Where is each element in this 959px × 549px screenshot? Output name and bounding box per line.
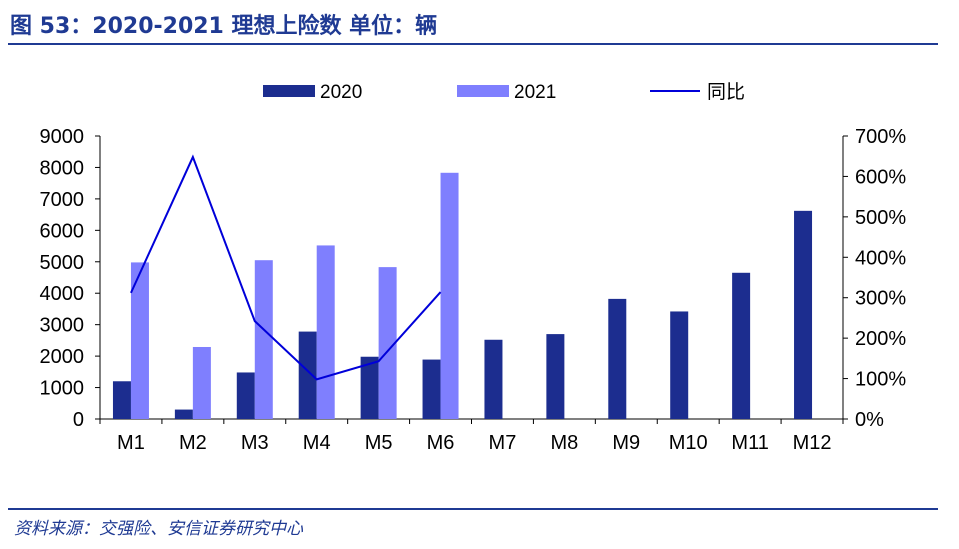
source-note: 资料来源：交强险、安信证券研究中心 [14, 519, 303, 539]
y-right-tick-label: 100% [855, 369, 906, 391]
bar-2020-M2 [174, 409, 193, 419]
x-tick-label: M2 [179, 432, 207, 454]
y-left-tick-label: 2000 [40, 346, 85, 368]
x-tick-label: M10 [669, 432, 708, 454]
x-tick-label: M12 [793, 432, 832, 454]
bar-2020-M10 [670, 311, 689, 419]
title-divider [8, 43, 938, 45]
bar-2021-M3 [254, 260, 273, 419]
x-tick-label: M4 [303, 432, 331, 454]
bar-2020-M1 [112, 381, 131, 419]
x-tick-label: M11 [731, 432, 768, 454]
y-left-tick-label: 8000 [40, 157, 85, 179]
bar-2020-M12 [794, 210, 813, 419]
x-tick-label: M3 [241, 432, 269, 454]
y-left-tick-label: 0 [73, 409, 84, 431]
x-tick-label: M6 [427, 432, 455, 454]
y-left-tick-label: 3000 [40, 315, 85, 337]
y-left-tick-label: 7000 [40, 189, 85, 211]
x-tick-label: M7 [489, 432, 517, 454]
bar-2021-M1 [130, 262, 149, 419]
bar-2020-M4 [298, 331, 317, 419]
footer-divider [8, 508, 938, 510]
y-left-tick-label: 6000 [40, 220, 85, 242]
legend-label-2020: 2020 [320, 82, 362, 103]
y-right-tick-label: 600% [855, 166, 906, 188]
line-同比 [130, 154, 442, 381]
y-left-tick-label: 1000 [40, 378, 85, 400]
bar-2020-M9 [608, 298, 627, 419]
legend-swatch-2021 [457, 85, 509, 97]
y-right-tick-label: 500% [855, 207, 906, 229]
bar-2020-M5 [360, 356, 379, 419]
y-right-tick-label: 700% [855, 126, 906, 148]
y-right-tick-label: 400% [855, 247, 906, 269]
chart-title: 图 53：2020-2021 理想上险数 单位：辆 [10, 14, 438, 39]
x-tick-label: M8 [550, 432, 578, 454]
bar-2020-M6 [422, 359, 441, 419]
bar-2021-M2 [192, 346, 211, 419]
y-left-tick-label: 5000 [40, 252, 85, 274]
legend-swatch-2020 [263, 85, 315, 97]
y-left-tick-label: 4000 [40, 283, 85, 305]
bar-2021-M5 [378, 267, 397, 419]
y-left-tick-label: 9000 [40, 126, 85, 148]
bar-2020-M3 [236, 372, 255, 419]
y-right-tick-label: 0% [855, 409, 884, 431]
legend-label-2021: 2021 [514, 82, 556, 103]
bar-2020-M8 [546, 334, 565, 419]
bar-2021-M6 [440, 172, 459, 419]
chart-canvas: 0 1000 2000 3000 4000 5000 6000 7000 8000 9000 0% 1… [40, 81, 907, 454]
legend-label-同比: 同比 [707, 81, 745, 103]
x-tick-label: M5 [365, 432, 393, 454]
bar-2020-M11 [732, 272, 751, 419]
y-right-tick-label: 200% [855, 328, 906, 350]
x-tick-label: M9 [612, 432, 640, 454]
y-right-tick-label: 300% [855, 288, 906, 310]
bar-2020-M7 [484, 339, 503, 419]
bar-2021-M4 [316, 245, 335, 419]
x-tick-label: M1 [117, 432, 145, 454]
